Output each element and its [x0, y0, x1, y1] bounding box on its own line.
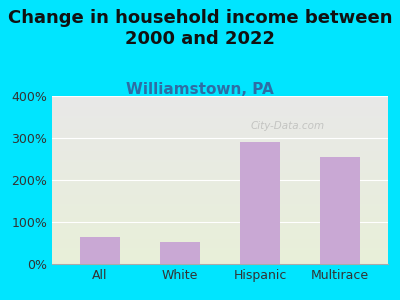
Bar: [320, 157, 360, 264]
Bar: [240, 142, 280, 264]
Bar: [80, 237, 120, 264]
Bar: [160, 242, 200, 264]
Text: Change in household income between
2000 and 2022: Change in household income between 2000 …: [8, 9, 392, 48]
Text: Williamstown, PA: Williamstown, PA: [126, 82, 274, 98]
Text: City-Data.com: City-Data.com: [250, 121, 324, 131]
